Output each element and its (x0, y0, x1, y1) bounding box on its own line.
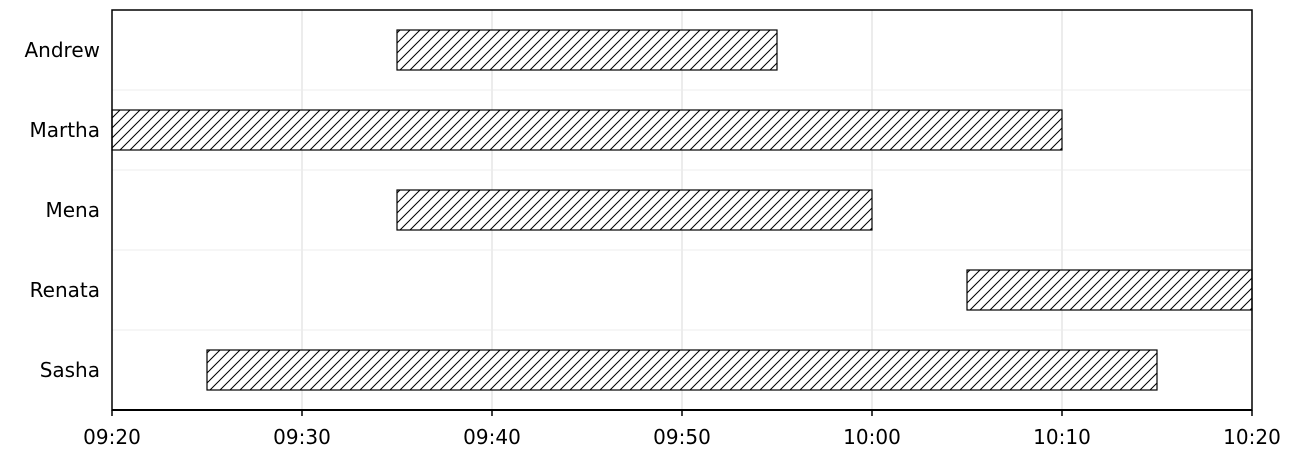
bar-mena (396, 189, 873, 231)
x-tick-label: 10:20 (1223, 425, 1281, 449)
bar-andrew (396, 29, 778, 71)
x-tick-label: 09:30 (273, 425, 331, 449)
bar-renata (966, 269, 1253, 311)
y-tick-label: Martha (29, 118, 100, 142)
axis-labels: 09:20 09:30 09:40 09:50 10:00 10:10 10:20 Andre… (25, 38, 1281, 449)
x-tick-label: 09:20 (83, 425, 141, 449)
bars (111, 29, 1253, 391)
x-tick-label: 10:00 (843, 425, 901, 449)
y-tick-label: Sasha (40, 358, 100, 382)
axes (111, 9, 1253, 416)
bar-martha (111, 109, 1063, 151)
x-tick-label: 09:50 (653, 425, 711, 449)
y-tick-label: Renata (30, 278, 100, 302)
x-tick-label: 10:10 (1033, 425, 1091, 449)
y-tick-label: Andrew (25, 38, 101, 62)
x-tick-label: 09:40 (463, 425, 521, 449)
bar-sasha (206, 349, 1158, 391)
y-tick-label: Mena (46, 198, 101, 222)
